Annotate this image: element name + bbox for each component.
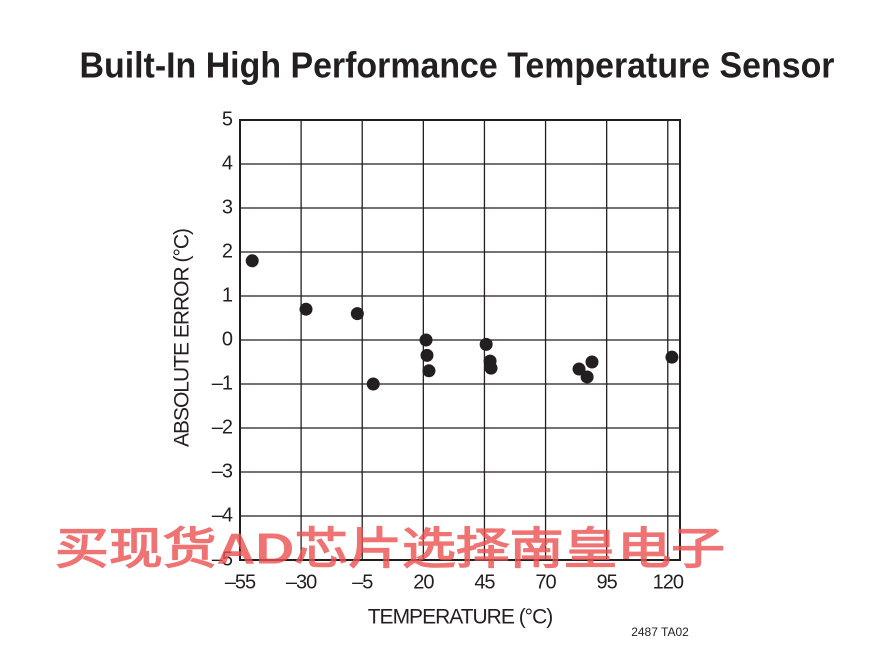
x-tick-label: 45 — [474, 571, 495, 593]
x-tick-label: –30 — [286, 571, 317, 593]
x-tick-label: 20 — [413, 571, 434, 593]
y-tick-label: –2 — [212, 416, 233, 438]
point — [484, 361, 498, 375]
point — [420, 348, 434, 362]
y-tick-label: 3 — [222, 196, 233, 218]
point — [572, 362, 586, 376]
x-tick-label: 70 — [535, 571, 556, 593]
chart-title: Built-In High Performance Temperature Se… — [80, 45, 835, 86]
y-axis-label: ABSOLUTE ERROR (°C) — [171, 229, 194, 447]
x-tick-label: 120 — [653, 571, 684, 593]
point — [299, 302, 313, 316]
point — [419, 333, 433, 347]
point — [479, 337, 493, 351]
x-axis-label: TEMPERATURE (°C) — [368, 606, 553, 629]
y-tick-label: 5 — [222, 108, 233, 130]
y-tick-label: 0 — [222, 328, 233, 350]
y-tick-label: 2 — [222, 240, 233, 262]
x-tick-label: –55 — [225, 571, 256, 593]
point — [585, 355, 599, 369]
point — [422, 364, 436, 378]
y-tick-label: –5 — [212, 548, 233, 570]
x-tick-label: –5 — [352, 571, 373, 593]
y-tick-label: 4 — [222, 152, 233, 174]
y-tick-label: –4 — [212, 504, 233, 526]
point — [665, 350, 679, 364]
point — [350, 307, 364, 321]
figure-note: 2487 TA02 — [631, 625, 689, 639]
watermark: 买现货AD芯片选择南皇电子 — [55, 525, 725, 574]
point — [366, 377, 380, 391]
point — [245, 254, 259, 268]
y-tick-label: 1 — [222, 284, 233, 306]
y-tick-label: –1 — [212, 372, 233, 394]
y-tick-label: –3 — [212, 460, 233, 482]
point — [580, 370, 594, 384]
x-tick-label: 95 — [597, 571, 618, 593]
